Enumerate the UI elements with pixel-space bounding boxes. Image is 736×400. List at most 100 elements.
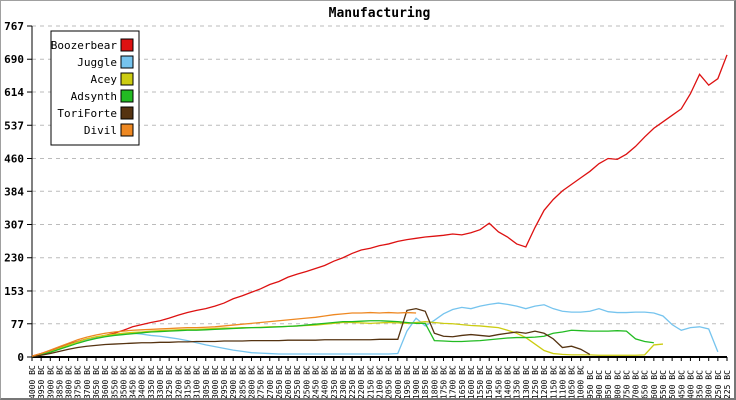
legend-label-adsynth: Adsynth: [71, 90, 117, 103]
x-tick-label: 2800 BC: [247, 365, 256, 399]
x-tick-label: 4000 BC: [28, 365, 37, 399]
series-adsynth: [31, 320, 654, 358]
x-tick-label: 2700 BC: [266, 365, 275, 399]
x-tick-label: 3600 BC: [101, 365, 110, 399]
y-tick-label: 153: [4, 285, 24, 298]
x-tick-label: 1450 BC: [494, 365, 503, 399]
x-tick-label: 2900 BC: [229, 365, 238, 399]
x-tick-label: 3350 BC: [147, 365, 156, 399]
x-tick-label: 3900 BC: [46, 365, 55, 399]
y-tick-label: 767: [4, 20, 24, 33]
y-tick-label: 0: [17, 351, 24, 364]
legend-label-toriforte: ToriForte: [57, 107, 117, 120]
y-tick-label: 307: [4, 219, 24, 232]
y-tick-label: 77: [11, 318, 24, 331]
x-tick-label: 750 BC: [622, 370, 631, 399]
x-tick-label: 650 BC: [641, 370, 650, 399]
x-tick-label: 3800 BC: [65, 365, 74, 399]
x-tick-label: 2950 BC: [220, 365, 229, 399]
series-boozerbear: [31, 54, 728, 357]
y-tick-label: 460: [4, 152, 24, 165]
y-tick-label: 384: [4, 185, 24, 198]
legend-swatch-boozerbear: [120, 38, 134, 52]
x-tick-label: 3750 BC: [74, 365, 83, 399]
y-tick-label: 537: [4, 119, 24, 132]
x-tick-label: 2000 BC: [394, 365, 403, 399]
x-tick-label: 500 BC: [668, 370, 677, 399]
x-tick-label: 3050 BC: [202, 365, 211, 399]
x-tick-label: 1100 BC: [558, 365, 567, 399]
x-tick-label: 1350 BC: [513, 365, 522, 399]
x-tick-label: 600 BC: [650, 370, 659, 399]
x-tick-label: 900 BC: [595, 370, 604, 399]
y-tick-label: 690: [4, 53, 24, 66]
x-tick-label: 3450 BC: [129, 365, 138, 399]
y-tick-label: 230: [4, 252, 24, 265]
x-tick-label: 800 BC: [613, 370, 622, 399]
x-tick-label: 1850 BC: [421, 365, 430, 399]
x-tick-label: 1250 BC: [531, 365, 540, 399]
x-tick-label: 3500 BC: [119, 365, 128, 399]
chart-title: Manufacturing: [329, 6, 431, 21]
x-tick-label: 2350 BC: [330, 365, 339, 399]
x-tick-label: 3200 BC: [174, 365, 183, 399]
x-tick-label: 450 BC: [677, 370, 686, 399]
series-divil: [31, 311, 417, 357]
x-tick-label: 3100 BC: [193, 365, 202, 399]
x-tick-label: 1050 BC: [568, 365, 577, 399]
x-tick-label: 2150 BC: [366, 365, 375, 399]
x-tick-label: 3950 BC: [37, 365, 46, 399]
x-tick-label: 2400 BC: [321, 365, 330, 399]
x-tick-label: 2100 BC: [376, 365, 385, 399]
x-tick-label: 850 BC: [604, 370, 613, 399]
x-tick-label: 3700 BC: [83, 365, 92, 399]
x-tick-label: 1650 BC: [458, 365, 467, 399]
x-tick-label: 1600 BC: [467, 365, 476, 399]
x-tick-label: 2050 BC: [385, 365, 394, 399]
x-tick-label: 2600 BC: [284, 365, 293, 399]
x-tick-label: 1950 BC: [403, 365, 412, 399]
x-tick-label: 225 BC: [723, 370, 732, 399]
x-tick-label: 1300 BC: [522, 365, 531, 399]
y-tick-label: 614: [4, 86, 24, 99]
x-tick-label: 2550 BC: [293, 365, 302, 399]
legend-label-juggle: Juggle: [77, 56, 117, 69]
series-acey: [31, 320, 664, 358]
x-tick-label: 2250 BC: [348, 365, 357, 399]
x-tick-label: 950 BC: [586, 370, 595, 399]
x-tick-label: 400 BC: [686, 370, 695, 399]
x-tick-label: 2650 BC: [275, 365, 284, 399]
x-tick-label: 1000 BC: [577, 365, 586, 399]
x-tick-label: 2850 BC: [238, 365, 247, 399]
x-tick-label: 2750 BC: [257, 365, 266, 399]
x-tick-label: 2300 BC: [339, 365, 348, 399]
x-tick-label: 3550 BC: [110, 365, 119, 399]
x-tick-label: 1400 BC: [504, 365, 513, 399]
x-tick-label: 3250 BC: [165, 365, 174, 399]
x-tick-label: 2500 BC: [302, 365, 311, 399]
legend-swatch-juggle: [120, 55, 134, 69]
x-tick-label: 300 BC: [705, 370, 714, 399]
x-tick-label: 1700 BC: [449, 365, 458, 399]
legend-swatch-acey: [120, 72, 134, 86]
x-tick-label: 550 BC: [659, 370, 668, 399]
legend-swatch-toriforte: [120, 106, 134, 120]
x-tick-label: 3650 BC: [92, 365, 101, 399]
x-tick-label: 1550 BC: [476, 365, 485, 399]
x-tick-label: 1750 BC: [440, 365, 449, 399]
x-tick-label: 3150 BC: [183, 365, 192, 399]
legend-label-acey: Acey: [91, 73, 118, 86]
x-tick-label: 1900 BC: [412, 365, 421, 399]
x-tick-label: 1500 BC: [485, 365, 494, 399]
x-tick-label: 2200 BC: [357, 365, 366, 399]
legend-label-boozerbear: Boozerbear: [51, 39, 118, 52]
legend-swatch-divil: [120, 123, 134, 137]
series-toriforte: [31, 307, 591, 358]
x-tick-label: 700 BC: [632, 370, 641, 399]
x-tick-label: 2450 BC: [311, 365, 320, 399]
x-tick-label: 1800 BC: [430, 365, 439, 399]
x-tick-label: 1150 BC: [549, 365, 558, 399]
x-tick-label: 350 BC: [696, 370, 705, 399]
